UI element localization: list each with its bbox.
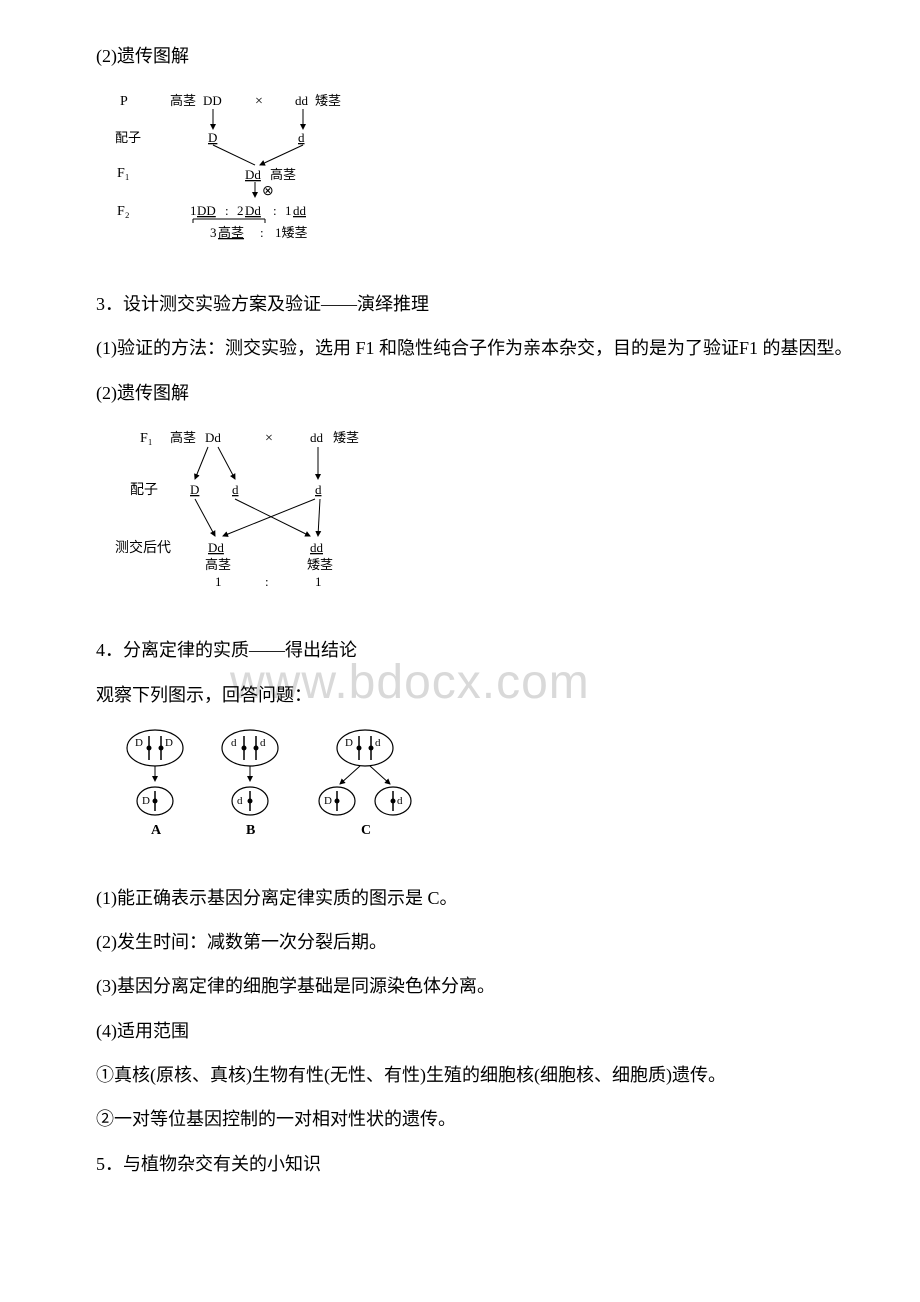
genetic-diagram-1: P 高茎 DD × dd 矮茎 配子 D d F₁ Dd 高茎 ⊗ F₂ 1 <box>115 87 860 262</box>
cellB-dg: d <box>237 795 243 807</box>
section3-title: 4．分离定律的实质——得出结论 <box>60 634 860 666</box>
section3-sub6: ①真核(原核、真核)生物有性(无性、有性)生殖的细胞核(细胞核、细胞质)遗传。 <box>60 1059 860 1091</box>
section3-sub2: (1)能正确表示基因分离定律实质的图示是 C。 <box>60 882 860 914</box>
section3-sub5: (4)适用范围 <box>60 1015 860 1047</box>
label-dwarf-P: 矮茎 <box>315 93 341 108</box>
colon3: : <box>260 225 264 240</box>
cellA-D1: D <box>135 737 143 749</box>
ratio-colon-t: : <box>265 574 269 589</box>
cellB-d2: d <box>260 737 266 749</box>
self-cross-symbol: ⊗ <box>262 184 274 199</box>
label-gamete-t: 配子 <box>130 482 158 498</box>
section3-sub7: ②一对等位基因控制的一对相对性状的遗传。 <box>60 1103 860 1135</box>
label-2Dd: 2 <box>237 203 244 218</box>
label-dd-t: dd <box>310 430 324 445</box>
label-B: B <box>246 823 255 838</box>
label-1DD: 1 <box>190 203 197 218</box>
section4-title: 5．与植物杂交有关的小知识 <box>60 1148 860 1180</box>
label-dwarf-t: 矮茎 <box>333 430 359 445</box>
label-C: C <box>361 823 371 838</box>
label-offspring: 测交后代 <box>115 539 171 556</box>
label-F1: F₁ <box>117 166 130 181</box>
section3-sub3: (2)发生时间：减数第一次分裂后期。 <box>60 926 860 958</box>
cellC-Dg: D <box>324 795 332 807</box>
label-Dd-F1: Dd <box>245 167 261 182</box>
ratio-1a: 1 <box>215 574 222 589</box>
cellC-dg: d <box>397 795 403 807</box>
section3-sub1: 观察下列图示，回答问题： <box>60 679 860 711</box>
section2-sub1: (1)验证的方法：测交实验，选用 F1 和隐性纯合子作为亲本杂交，目的是为了验证… <box>60 332 860 364</box>
cellC-d: d <box>375 737 381 749</box>
label-3tall: 3 <box>210 225 217 240</box>
cellC-D: D <box>345 737 353 749</box>
label-gamete: 配子 <box>115 130 141 145</box>
offspring-dwarf: 矮茎 <box>307 557 333 572</box>
gamete-D-t: D <box>190 482 199 497</box>
label-1dd: 1 <box>285 203 292 218</box>
genetic-diagram-3: D D D A d d d B <box>115 726 860 856</box>
section1-title: (2)遗传图解 <box>60 40 860 72</box>
label-Dd-t: Dd <box>205 430 221 445</box>
label-dd-F2: dd <box>293 203 307 218</box>
label-1dwarf: 1矮茎 <box>275 225 308 240</box>
offspring-Dd: Dd <box>208 540 224 555</box>
offspring-dd: dd <box>310 540 324 555</box>
gamete-d2-t: d <box>315 482 322 497</box>
label-d-gamete: d <box>298 130 305 145</box>
gamete-d1-t: d <box>232 482 239 497</box>
ratio-1b: 1 <box>315 574 322 589</box>
label-DD-F2: DD <box>197 203 216 218</box>
section2-sub2: (2)遗传图解 <box>60 377 860 409</box>
genetic-diagram-2: F₁ 高茎 Dd × dd 矮茎 配子 D d d 测交后代 Dd dd 高 <box>115 424 860 609</box>
label-dd-P: dd <box>295 93 309 108</box>
colon1: : <box>225 203 229 218</box>
section3-sub4: (3)基因分离定律的细胞学基础是同源染色体分离。 <box>60 970 860 1002</box>
document-content: (2)遗传图解 P 高茎 DD × dd 矮茎 配子 D d <box>60 40 860 1180</box>
section2-title: 3．设计测交实验方案及验证——演绎推理 <box>60 288 860 320</box>
label-A: A <box>151 823 162 838</box>
label-D-gamete: D <box>208 130 217 145</box>
label-Dd-F2: Dd <box>245 203 261 218</box>
colon2: : <box>273 203 277 218</box>
cellA-D2: D <box>165 737 173 749</box>
label-DD: DD <box>203 93 222 108</box>
cross-symbol: × <box>255 94 263 109</box>
label-tall-F1: 高茎 <box>270 167 296 182</box>
label-P: P <box>120 94 128 109</box>
label-tall-ratio: 高茎 <box>218 225 244 240</box>
offspring-tall: 高茎 <box>205 557 231 572</box>
label-F2: F₂ <box>117 204 130 219</box>
cellA-Dg: D <box>142 795 150 807</box>
label-F1-t: F₁ <box>140 431 153 446</box>
label-tall-P: 高茎 <box>170 93 196 108</box>
cross-t: × <box>265 431 273 446</box>
cellB-d1: d <box>231 737 237 749</box>
label-tall-t: 高茎 <box>170 430 196 445</box>
